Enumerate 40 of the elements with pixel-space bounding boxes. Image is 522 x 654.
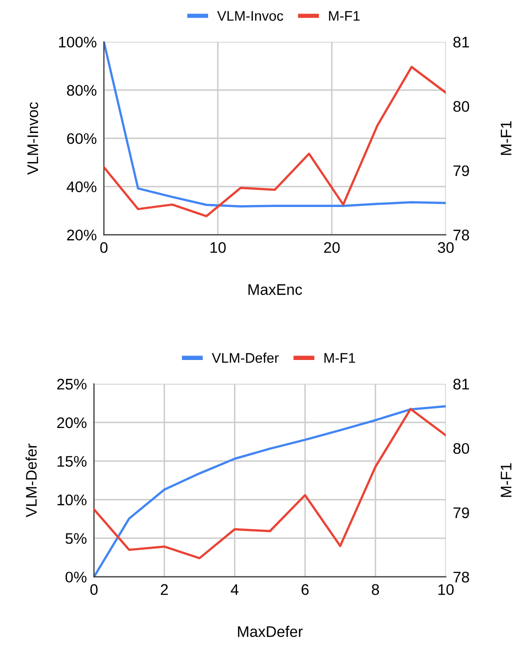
legend-label: VLM-Invoc	[217, 11, 284, 21]
x-tick-label: 10	[210, 242, 226, 253]
x-tick-label: 6	[302, 584, 309, 595]
y2-tick-label: 79	[454, 507, 469, 518]
x-tick-label: 4	[230, 584, 238, 595]
x-tick-label: 20	[324, 242, 340, 253]
line-series	[104, 66, 446, 218]
y2-tick-label: 80	[453, 443, 470, 454]
y-tick-label: 60%	[67, 133, 96, 144]
legend-label: M-F1	[329, 11, 360, 21]
y-tick-label: 15%	[58, 456, 86, 467]
x-tick-label: 30	[438, 242, 454, 253]
y2-tick-label: 78	[454, 230, 470, 240]
x-tick-label: 2	[160, 584, 168, 595]
y-tick-label: 40%	[66, 181, 96, 192]
x-tick-label: 0	[100, 242, 108, 253]
y2-tick-label: 79	[454, 165, 469, 176]
legend-label: VLM-Defer	[212, 352, 279, 363]
legend-label: M-F1	[324, 353, 356, 363]
y2-tick-label: 81	[453, 36, 469, 48]
y-tick-label: 20%	[57, 417, 86, 428]
x-tick-label: 10	[438, 584, 454, 595]
x-axis-title: MaxEnc	[248, 284, 302, 295]
x-axis-title: MaxDefer	[238, 626, 303, 638]
y-tick-label: 20%	[67, 230, 96, 240]
y-tick-label: 100%	[59, 36, 96, 48]
y2-tick-label: 80	[453, 101, 470, 112]
y-tick-label: 10%	[58, 494, 86, 506]
y-axis-title: VLM-Invoc	[28, 102, 38, 175]
x-tick-label: 8	[372, 584, 380, 595]
y2-tick-label: 78	[454, 572, 470, 583]
y-tick-label: 5%	[66, 533, 86, 544]
y-tick-label: 0%	[66, 572, 86, 583]
y-tick-label: 80%	[67, 84, 96, 96]
y2-tick-label: 81	[453, 378, 469, 390]
x-tick-label: 0	[90, 584, 98, 595]
y2-axis-title: M-F1	[500, 121, 512, 155]
y2-axis-title: M-F1	[500, 463, 512, 497]
y-axis-title: VLM-Defer	[26, 444, 37, 518]
y-tick-label: 25%	[57, 378, 86, 390]
